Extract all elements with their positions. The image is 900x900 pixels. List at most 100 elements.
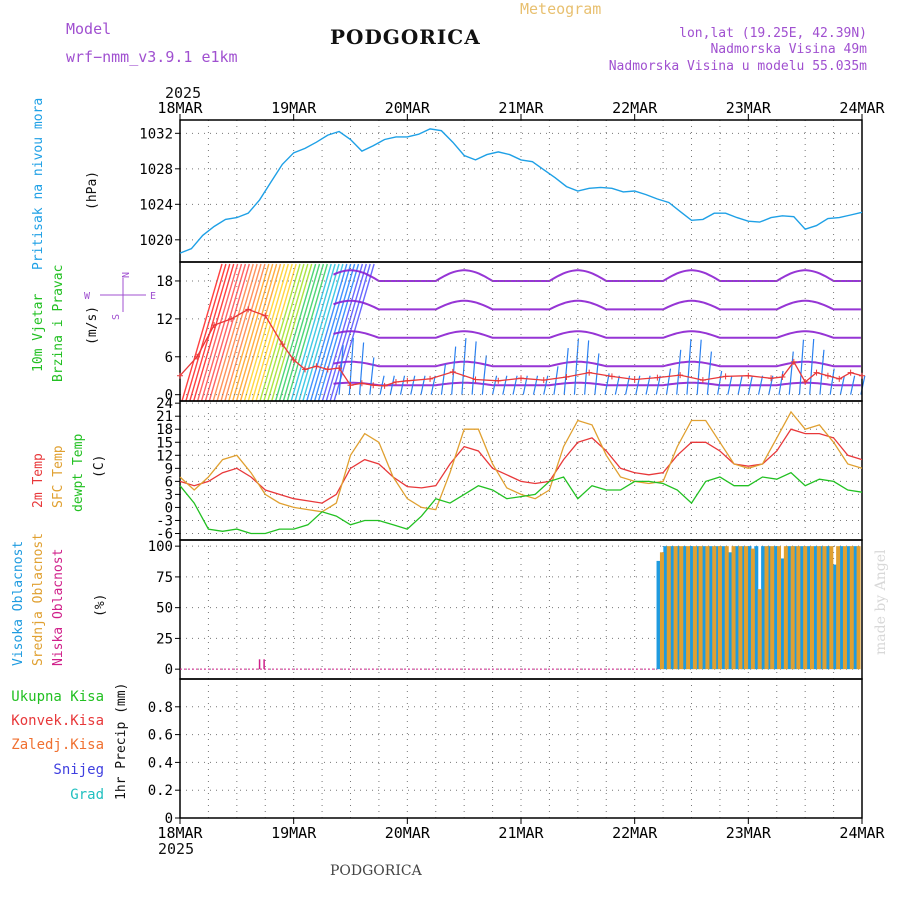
cloud-bar (783, 546, 788, 670)
wind-speed-point (228, 315, 235, 322)
cloud-bar (698, 546, 703, 670)
temp-tick-label: -3 (156, 513, 173, 529)
wind-barb (757, 375, 764, 395)
wind-speed-point (381, 382, 388, 389)
wind-barb (563, 348, 569, 395)
cloud-bar (696, 546, 701, 670)
date-label-bottom: 24MAR (839, 824, 885, 842)
wind-speed-point (699, 377, 706, 384)
cloud-bar (705, 546, 710, 670)
pressure-tick-label: 1032 (139, 126, 173, 142)
cloud-bar (670, 546, 675, 670)
wind-tick-label: 6 (165, 350, 173, 366)
wind-barb (294, 263, 336, 402)
wind-barb (440, 363, 447, 395)
date-label-top: 19MAR (271, 99, 317, 117)
wind-barb-band (333, 299, 861, 311)
cloud-bar (679, 546, 684, 670)
cloud-bar (740, 546, 745, 670)
wind-barb (200, 263, 243, 402)
temp-frame (179, 400, 863, 541)
cloud-tick-label: 100 (148, 539, 173, 555)
wind-barb (286, 263, 328, 402)
cloud-bar (819, 546, 824, 670)
cloud-bar (822, 546, 827, 670)
wind-tick-label: 0 (165, 388, 173, 404)
cloud-bar (659, 552, 664, 670)
temp-series-2 (179, 471, 863, 535)
cloud-bar (766, 546, 771, 670)
wind-barb (532, 375, 539, 395)
precip-unit: 1hr Precip (mm) (114, 683, 129, 800)
cloud-bar (842, 546, 847, 670)
wind-speed-point (779, 373, 786, 380)
date-label-top: 22MAR (612, 99, 658, 117)
year-top: 2025 (165, 84, 201, 102)
date-label-bottom: 20MAR (385, 824, 431, 842)
wind-barb (313, 263, 356, 402)
cloud-bar (806, 546, 811, 670)
wind-barb (676, 349, 682, 395)
temp-tick-label: 18 (156, 422, 173, 438)
wind-barb (491, 375, 498, 395)
temp-unit: (C) (92, 455, 107, 478)
wind-speed-point (427, 375, 434, 382)
wind-barb (232, 263, 274, 402)
wind-barb (235, 263, 278, 402)
cloud-bar (796, 546, 801, 670)
precip-tick-label: 0.8 (148, 700, 173, 716)
temp-series-0 (179, 428, 863, 504)
wind-speed-point (449, 368, 456, 375)
cloud-bar (799, 546, 804, 670)
wind-barb (839, 375, 845, 395)
cloud-bar (673, 546, 678, 670)
wind-barb (290, 263, 332, 402)
wind-barb (788, 351, 794, 395)
precip-total-label: Ukupna Kisa (11, 689, 104, 705)
cloud-bar (708, 546, 713, 670)
wind-speed-point (324, 366, 331, 373)
date-label-top: 20MAR (385, 99, 431, 117)
temp-tick-label: 9 (165, 461, 173, 477)
wind-barb (584, 340, 590, 395)
wind-speed-point (262, 312, 269, 319)
cloud-bar (839, 546, 844, 670)
wind-speed-point (347, 382, 354, 389)
wind-speed-point (358, 380, 365, 387)
wind-speed-point (336, 365, 343, 372)
wind-barb (302, 263, 344, 402)
wind-barb (481, 355, 487, 395)
date-label-bottom: 19MAR (271, 824, 317, 842)
wind-speed-point (392, 379, 399, 386)
wind-axis-title-2: Brzina i Pravac (51, 265, 66, 382)
wind-barb (204, 263, 247, 402)
wind-barb (271, 263, 313, 402)
wind-barb (263, 263, 305, 402)
cloud-bar (816, 546, 821, 670)
wind-barb (471, 341, 477, 395)
wind-barb (727, 375, 733, 395)
date-label-top: 18MAR (157, 99, 203, 117)
precip-tick-label: 0.6 (148, 728, 173, 744)
wind-barb (306, 263, 348, 402)
wind-barb (212, 263, 254, 402)
wind-tick-label: 12 (156, 312, 173, 328)
cloud-bar (682, 546, 687, 670)
wind-speed-point (404, 377, 411, 384)
wind-barb (338, 345, 344, 395)
cloud-bar (692, 546, 697, 670)
wind-barb (768, 375, 774, 395)
wind-barb (665, 368, 672, 395)
wind-barb-band (333, 330, 861, 339)
cloud-bar (747, 546, 752, 670)
wind-barb (850, 375, 856, 395)
wind-barb (278, 263, 321, 402)
wind-speed-point (631, 376, 638, 383)
wind-unit: (m/s) (85, 306, 100, 345)
wind-speed-point (563, 373, 570, 380)
compass-rose: N S W E (84, 272, 156, 320)
wind-speed-point (745, 372, 752, 379)
cloud-bar (754, 546, 759, 670)
model-name: wrf−nmm_v3.9.1 e1km (66, 48, 238, 66)
precip-tick-label: 0 (165, 811, 173, 827)
